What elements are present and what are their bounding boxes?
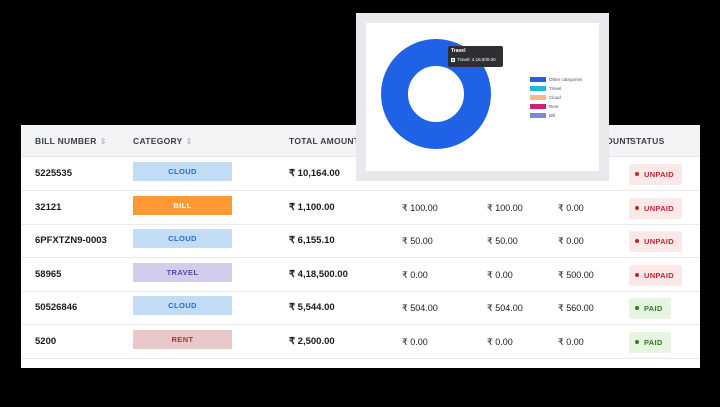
amount-col-5: ₹ 0.00 (558, 202, 584, 213)
status-badge: UNPAID (629, 164, 682, 185)
header-bill-number[interactable]: BILL NUMBER ⇳ (35, 125, 107, 157)
header-category-label: CATEGORY (133, 136, 183, 146)
amount-col-3: ₹ 100.00 (402, 202, 438, 213)
amount-col-4: ₹ 504.00 (487, 303, 523, 313)
header-amount-partial[interactable]: OUNT (606, 136, 632, 146)
status-badge: PAID (629, 331, 671, 353)
amount-col-5: ₹ 0.00 (558, 336, 584, 347)
amount-col-4: ₹ 0.00 (487, 269, 513, 280)
amount-col-3: ₹ 504.00 (402, 303, 438, 313)
legend-label: Other categories (549, 77, 583, 82)
total-amount: ₹ 2,500.00 (289, 335, 335, 347)
legend-swatch (530, 86, 546, 91)
amount-col-3: ₹ 0.00 (402, 336, 428, 347)
legend-label: Travel (549, 86, 562, 91)
tooltip-title: Travel (451, 48, 466, 54)
status-badge: UNPAID (629, 197, 682, 219)
amount-col-5: ₹ 500.00 (558, 269, 594, 280)
status-dot-icon (635, 339, 639, 344)
status-badge: UNPAID (629, 231, 682, 252)
category-badge: CLOUD (133, 229, 232, 248)
bill-number: 6PFXTZN9-0003 (35, 235, 107, 246)
bill-number: 5225535 (35, 168, 72, 179)
total-amount: ₹ 10,164.00 (289, 168, 340, 179)
tooltip-value: Travel: 4,18,500.00 (457, 57, 496, 62)
legend-label: Cloud (549, 95, 561, 100)
amount-col-4: ₹ 0.00 (487, 336, 513, 347)
bill-number: 58965 (35, 268, 62, 280)
legend-swatch (530, 113, 546, 118)
donut-slice-other-categories[interactable] (381, 39, 491, 149)
amount-col-5: ₹ 0.00 (558, 236, 584, 246)
amount-col-5: ₹ 560.00 (558, 303, 594, 313)
table-row[interactable]: 50526846 CLOUD ₹ 5,544.00 ₹ 504.00 ₹ 504.00 ₹… (21, 291, 700, 325)
header-bill-number-label: BILL NUMBER (35, 136, 97, 146)
chart-panel: Travel Travel: 4,18,500.00 Other categor… (366, 23, 599, 171)
legend-label: Rent (549, 104, 559, 109)
header-total-amount[interactable]: TOTAL AMOUNT (289, 136, 360, 146)
total-amount: ₹ 5,544.00 (289, 302, 335, 313)
legend-label: Bill (549, 113, 556, 118)
table-row[interactable]: 5225535 CLOUD ₹ 10,164.00 UNPAID (21, 157, 700, 191)
total-amount: ₹ 4,18,500.00 (289, 268, 348, 280)
status-dot-icon (635, 239, 639, 244)
status-dot-icon (635, 306, 639, 311)
table-row[interactable]: 58965 TRAVEL ₹ 4,18,500.00 ₹ 0.00 ₹ 0.00 ₹ 50… (21, 258, 700, 292)
donut-chart[interactable] (366, 23, 599, 171)
amount-col-4: ₹ 100.00 (487, 202, 523, 213)
category-badge: TRAVEL (133, 262, 232, 282)
legend-swatch (530, 77, 546, 82)
sort-icon[interactable]: ⇳ (185, 137, 193, 146)
status-badge: PAID (629, 298, 671, 319)
total-amount: ₹ 6,155.10 (289, 235, 335, 246)
status-badge: UNPAID (629, 264, 682, 286)
total-amount: ₹ 1,100.00 (289, 201, 335, 213)
legend-swatch (530, 95, 546, 100)
category-badge: CLOUD (133, 162, 232, 181)
amount-col-3: ₹ 0.00 (402, 269, 428, 280)
sort-icon[interactable]: ⇳ (99, 137, 107, 146)
status-dot-icon (635, 172, 639, 177)
status-dot-icon (635, 205, 639, 210)
table-row[interactable]: 5200 RENT ₹ 2,500.00 ₹ 0.00 ₹ 0.00 ₹ 0.00 PAID (21, 325, 700, 359)
status-label: UNPAID (644, 203, 674, 213)
category-badge: RENT (133, 329, 232, 349)
status-dot-icon (635, 272, 639, 277)
amount-col-3: ₹ 50.00 (402, 236, 433, 246)
status-label: PAID (644, 337, 663, 347)
category-badge: BILL (133, 195, 232, 215)
category-badge: CLOUD (133, 296, 232, 315)
bill-number: 5200 (35, 335, 57, 347)
status-label: PAID (644, 304, 663, 313)
bill-number: 50526846 (35, 302, 78, 313)
chart-popup: Travel Travel: 4,18,500.00 Other categor… (356, 13, 609, 181)
status-label: UNPAID (644, 237, 674, 246)
tooltip-swatch (451, 58, 455, 62)
chart-tooltip: Travel Travel: 4,18,500.00 (448, 46, 503, 67)
status-label: UNPAID (644, 270, 674, 280)
header-category[interactable]: CATEGORY ⇳ (133, 125, 193, 157)
header-status[interactable]: STATUS (630, 136, 665, 146)
table-row[interactable]: 32121 BILL ₹ 1,100.00 ₹ 100.00 ₹ 100.00 ₹ 0.0… (21, 191, 700, 225)
bill-number: 32121 (35, 201, 62, 213)
table-row[interactable]: 6PFXTZN9-0003 CLOUD ₹ 6,155.10 ₹ 50.00 ₹ 50.… (21, 224, 700, 258)
amount-col-4: ₹ 50.00 (487, 236, 518, 246)
legend-swatch (530, 104, 546, 109)
status-label: UNPAID (644, 170, 674, 179)
